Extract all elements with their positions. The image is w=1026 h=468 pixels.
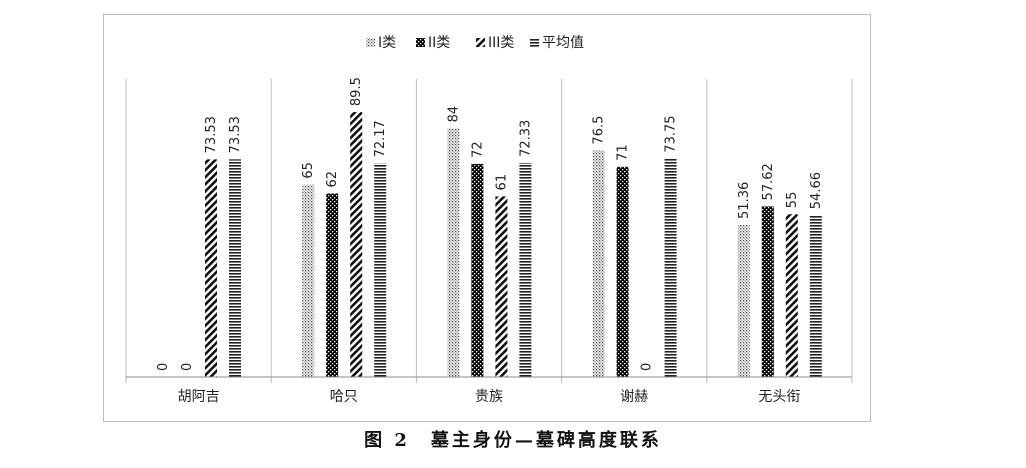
bar-2-3 [471, 163, 484, 377]
bar-1-4 [592, 150, 605, 377]
bar-1-5 [737, 224, 750, 377]
x-tick-label: 无头衔 [758, 389, 800, 405]
legend-label: III类 [488, 35, 514, 51]
bar-4-2 [374, 163, 387, 377]
legend-item-1: I类 [366, 35, 396, 51]
data-label: 84 [446, 106, 461, 123]
bar-3-3 [495, 196, 508, 377]
bar-3-1 [205, 159, 217, 377]
legend-label: I类 [378, 35, 396, 51]
data-label: 65 [301, 162, 316, 179]
legend-item-4: 平均值 [530, 35, 584, 51]
data-label: 51.36 [737, 182, 752, 219]
bar-2-2 [326, 193, 339, 377]
data-label: 71 [616, 144, 631, 161]
bar-1-2 [302, 184, 315, 377]
legend-swatch [530, 38, 539, 47]
legend-swatch [416, 38, 425, 47]
bar-2-4 [616, 166, 629, 377]
data-label: 61 [494, 174, 509, 191]
x-tick-label: 谢赫 [620, 389, 648, 405]
value-labels: 0 0 73.53 73.53 65 62 89.5 72.17 84 72 61 72.33 76.5… [156, 77, 824, 371]
bar-4-5 [809, 215, 822, 377]
bar-2-5 [761, 206, 774, 377]
data-label: 76.5 [592, 116, 607, 145]
data-label: 55 [785, 192, 800, 209]
data-label: 57.62 [761, 163, 776, 200]
chart-frame: I类 II类 III类 平均值 0 0 73.53 73.53 65 62 89.5 72.17 84… [103, 14, 871, 422]
legend-item-2: II类 [416, 35, 450, 51]
x-tick-label: 胡阿吉 [178, 389, 220, 405]
bar-4-1 [229, 159, 241, 377]
legend-label: 平均值 [542, 35, 584, 51]
data-label: 62 [325, 171, 340, 188]
legend-item-3: III类 [476, 35, 514, 51]
data-label: 72 [470, 141, 485, 158]
bar-4-3 [519, 162, 532, 377]
data-label: 72.17 [373, 120, 388, 157]
legend-swatch [476, 38, 485, 47]
data-label: 73.53 [204, 116, 219, 153]
data-label: 72.33 [518, 120, 533, 157]
bar-4-4 [664, 158, 677, 377]
data-label: 73.53 [228, 116, 243, 153]
bar-1-3 [447, 128, 460, 377]
legend-swatch [366, 38, 375, 47]
legend-label: II类 [428, 35, 450, 51]
data-label: 0 [180, 363, 195, 371]
bars [205, 112, 822, 377]
x-tick-label: 哈只 [330, 389, 358, 405]
bar-3-5 [785, 214, 798, 377]
data-label: 0 [156, 363, 171, 371]
data-label: 89.5 [349, 77, 364, 106]
figure-caption: 图 2 墓主身份—墓碑高度联系 [364, 430, 662, 451]
data-label: 73.75 [664, 115, 679, 152]
legend: I类 II类 III类 平均值 [366, 35, 584, 51]
bar-chart: I类 II类 III类 平均值 0 0 73.53 73.53 65 62 89.5 72.17 84… [125, 35, 853, 405]
data-label: 54.66 [809, 172, 824, 209]
x-tick-labels: 胡阿吉 哈只 贵族 谢赫 无头衔 [178, 389, 801, 405]
x-tick-label: 贵族 [475, 389, 503, 405]
category-separators [125, 79, 853, 383]
bar-3-2 [350, 112, 363, 377]
data-label: 0 [640, 363, 655, 371]
